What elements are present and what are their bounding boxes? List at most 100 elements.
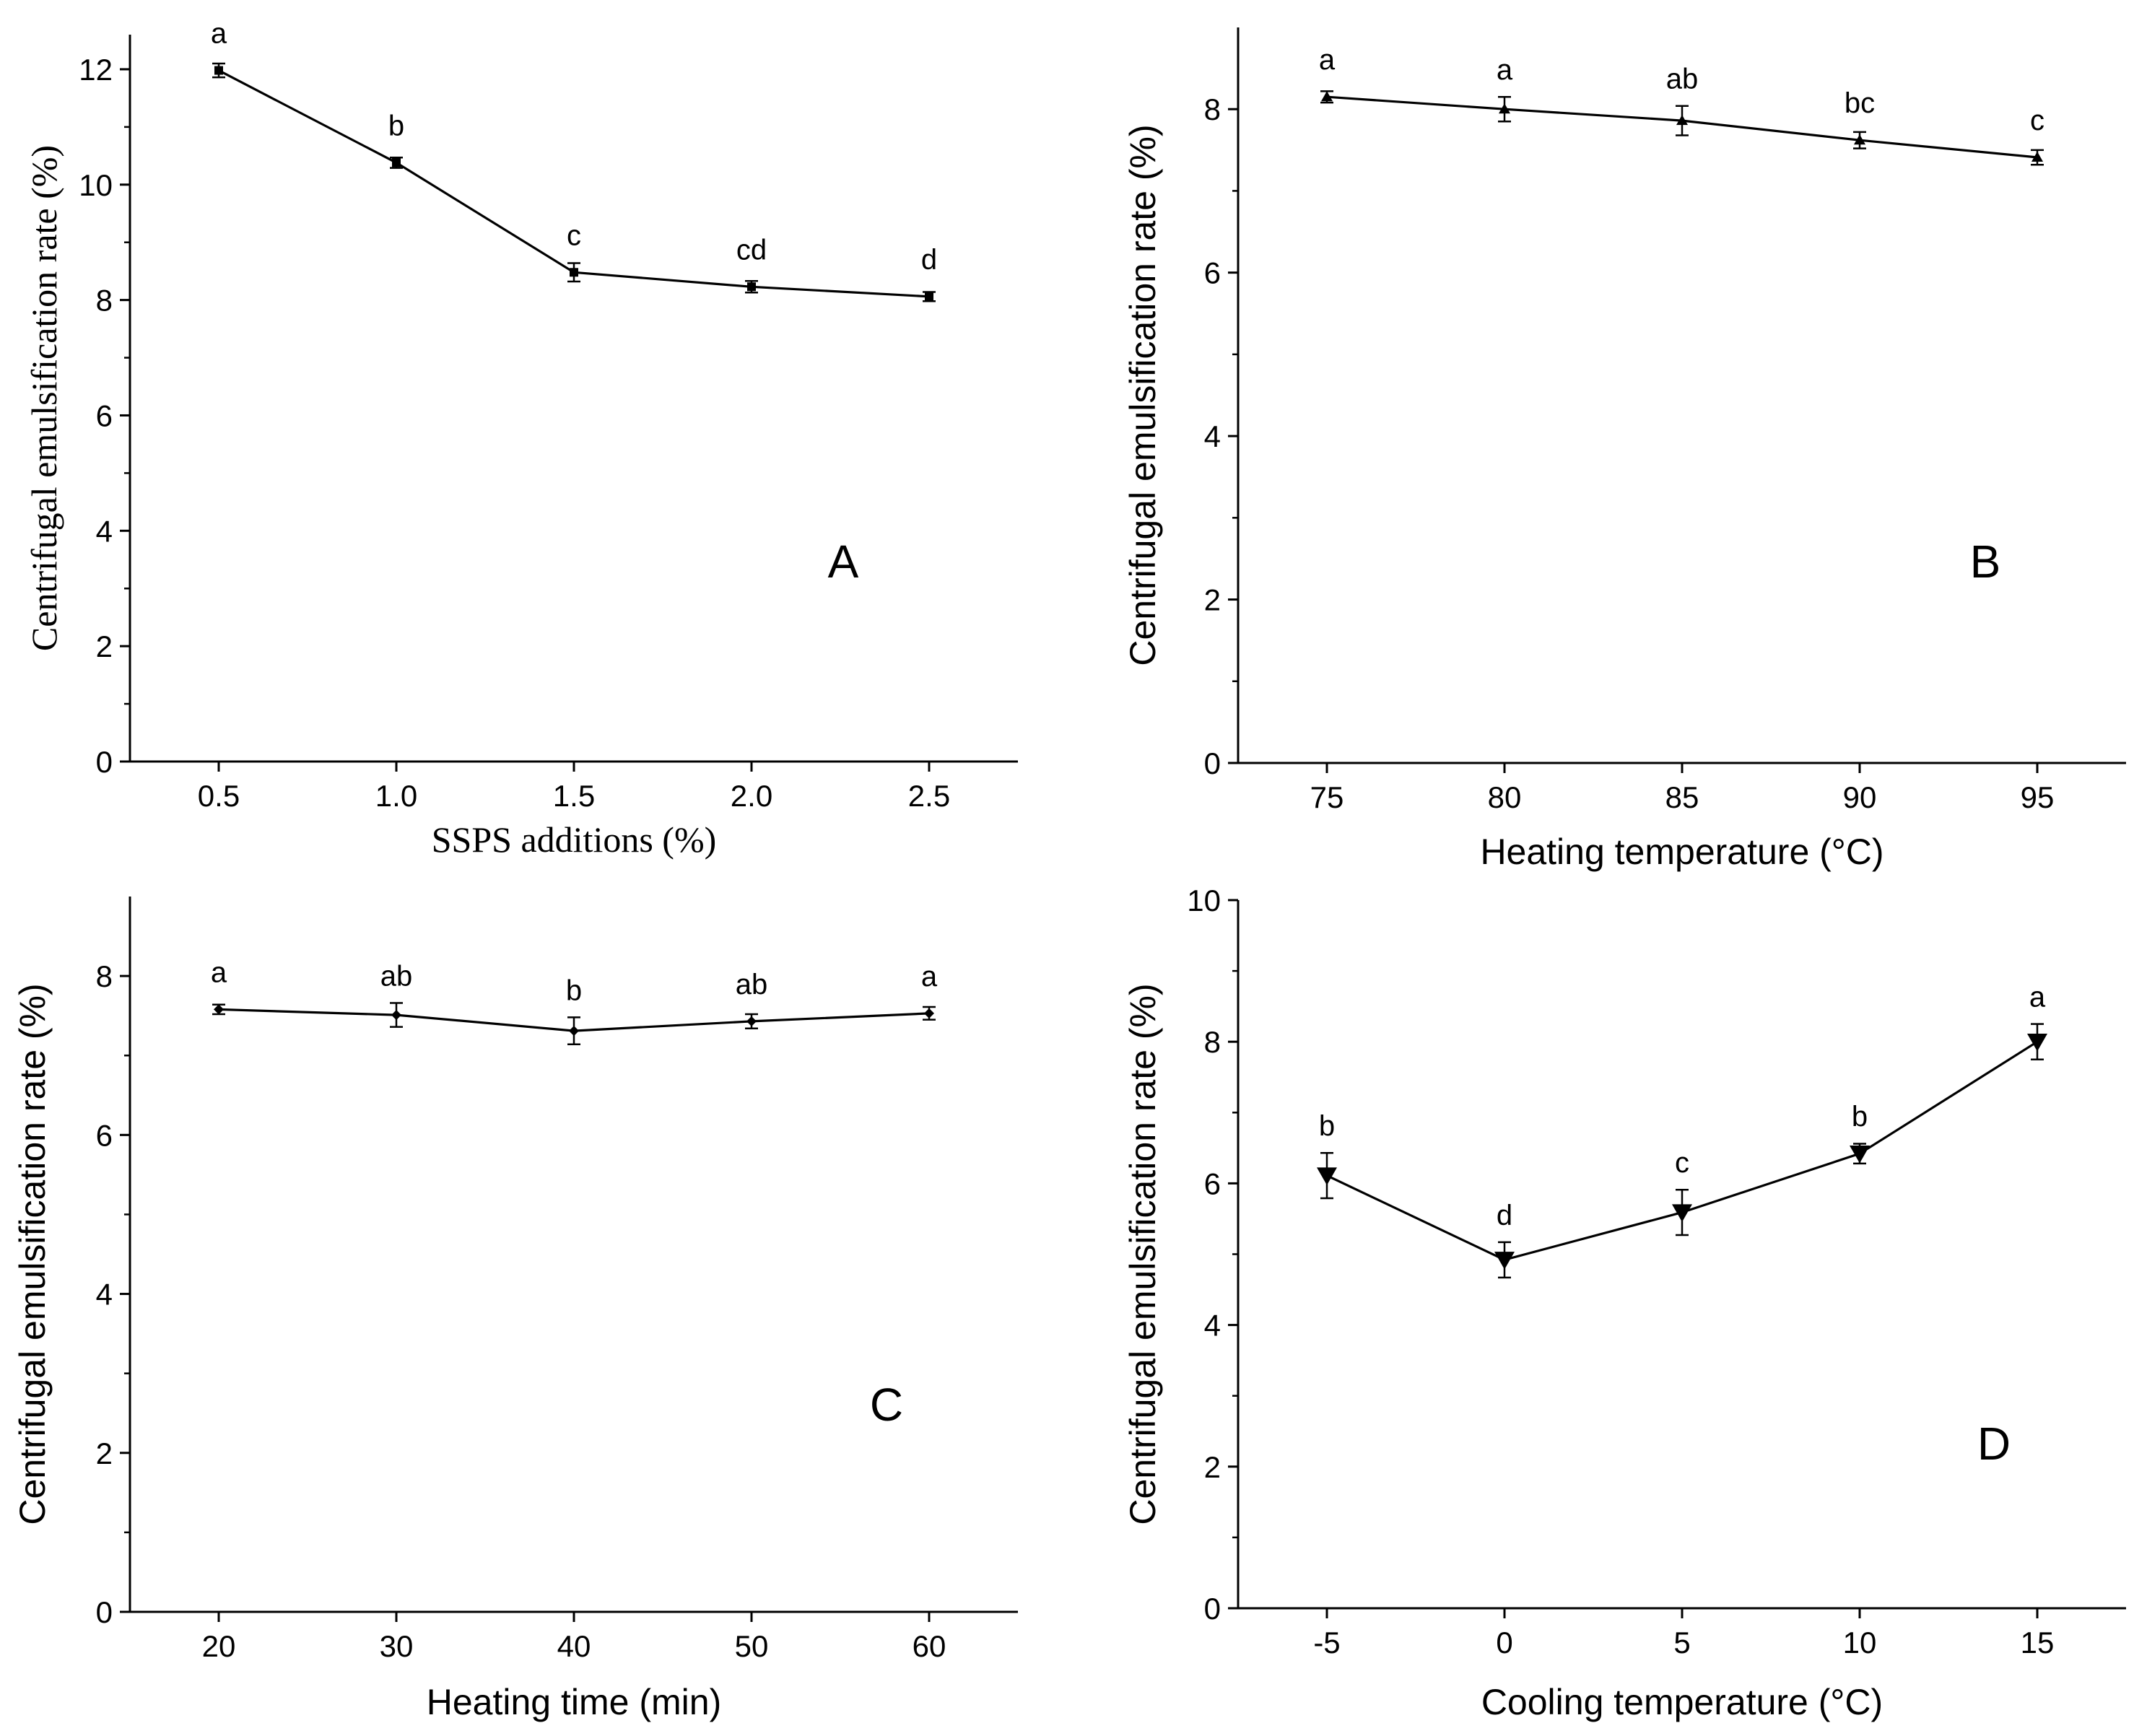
data-point [570,268,578,277]
y-tick-label: 0 [1204,746,1221,780]
panel-d: 0 2 4 6 8 10 -5 0 5 10 15 Cooling temperature (°C) C… [1123,884,2126,1722]
significance-label: ab [1666,64,1699,95]
x-tick-label: 75 [1310,780,1344,814]
x-tick-label: 60 [913,1629,946,1663]
significance-label: d [921,244,937,276]
panel-c: 0 2 4 6 8 20 30 40 50 60 Heating time (min) Centrif… [12,897,1018,1722]
significance-label: a [921,961,938,993]
significance-label: a [211,956,227,988]
data-point [925,292,933,301]
y-tick-label: 6 [1204,256,1221,290]
x-tick-label: 40 [557,1629,591,1663]
significance-label: c [1675,1147,1689,1179]
y-tick-label: 12 [79,53,113,87]
data-point [1850,1145,1870,1164]
data-point [1317,1167,1337,1185]
significance-label: ab [380,961,413,993]
x-tick-label: 20 [202,1629,236,1663]
x-tick-label: 1.5 [553,779,595,813]
y-tick-label: 4 [1204,1309,1221,1343]
y-tick-label: 8 [96,284,113,318]
data-point [214,1004,224,1015]
y-tick-label: 2 [96,1436,113,1470]
y-tick-label: 10 [79,168,113,202]
y-tick-label: 4 [96,1278,113,1312]
x-tick-label: 15 [2021,1626,2055,1659]
data-point [1494,1252,1515,1270]
x-tick-label: 80 [1488,780,1522,814]
y-tick-label: 0 [96,745,113,779]
x-axis-title: SSPS additions (%) [432,819,717,860]
x-axis-title: Heating time (min) [427,1682,721,1722]
significance-label: a [211,18,227,50]
significance-label: c [567,219,581,251]
panel-letter: D [1977,1418,2011,1470]
y-axis-title: Centrifugal emulsification rate (%) [12,983,53,1525]
y-tick-label: 8 [1204,92,1221,126]
data-point [392,158,401,167]
x-tick-label: 90 [1843,780,1877,814]
data-point [569,1026,579,1037]
data-point [2027,1034,2047,1052]
x-tick-label: 0 [1496,1626,1512,1659]
y-tick-label: 4 [96,514,113,548]
y-tick-label: 0 [1204,1592,1221,1626]
y-tick-label: 2 [1204,583,1221,617]
data-point [747,282,756,292]
significance-label: d [1497,1200,1512,1231]
significance-label: a [1497,54,1513,86]
panel-letter: B [1970,536,2001,588]
data-point [1676,115,1688,126]
y-tick-label: 6 [96,1118,113,1152]
panel-a: 0 2 4 6 8 10 12 0.5 1.0 1.5 2.0 2.5 SSPS additions (… [24,18,1018,860]
significance-label: b [566,974,582,1006]
data-point [214,66,223,75]
x-tick-label: -5 [1313,1626,1340,1659]
significance-label: ab [736,969,768,1000]
significance-label: a [2029,982,2046,1013]
significance-label: a [1319,44,1336,76]
x-tick-label: 0.5 [198,779,240,813]
data-point [924,1008,934,1019]
data-point [1321,91,1333,102]
x-tick-label: 95 [2021,780,2055,814]
x-tick-label: 1.0 [375,779,417,813]
y-tick-label: 4 [1204,419,1221,453]
x-tick-label: 30 [380,1629,414,1663]
significance-label: cd [736,234,767,266]
y-axis-title: Centrifugal emulsification rate (%) [24,145,64,651]
x-tick-label: 5 [1673,1626,1690,1659]
significance-label: bc [1845,87,1875,119]
y-tick-label: 8 [96,959,113,993]
data-point [391,1010,401,1021]
significance-label: c [2030,105,2044,136]
x-axis-title: Heating temperature (°C) [1480,832,1883,872]
x-tick-label: 85 [1665,780,1699,814]
y-tick-label: 8 [1204,1025,1221,1059]
panel-letter: C [870,1379,903,1431]
y-axis-title: Centrifugal emulsification rate (%) [1123,124,1163,666]
y-tick-label: 2 [96,629,113,663]
data-point [746,1016,757,1026]
data-point [2031,152,2043,162]
x-tick-label: 50 [735,1629,769,1663]
panel-letter: A [828,536,859,588]
data-point [1672,1204,1692,1222]
significance-label: b [1319,1110,1335,1142]
x-tick-label: 2.5 [908,779,950,813]
x-tick-label: 10 [1843,1626,1877,1659]
y-tick-label: 0 [96,1595,113,1629]
data-point [1854,134,1865,145]
y-tick-label: 2 [1204,1450,1221,1484]
significance-label: b [388,110,404,141]
panel-b: 0 2 4 6 8 75 80 85 90 95 Heating temperature (°C) C… [1123,27,2126,872]
y-tick-label: 10 [1187,884,1221,917]
x-axis-title: Cooling temperature (°C) [1481,1682,1883,1722]
y-tick-label: 6 [1204,1166,1221,1200]
y-tick-label: 6 [96,398,113,432]
data-point [1499,103,1510,114]
significance-label: b [1852,1101,1868,1133]
y-axis-title: Centrifugal emulsification rate (%) [1123,983,1163,1525]
x-tick-label: 2.0 [731,779,772,813]
